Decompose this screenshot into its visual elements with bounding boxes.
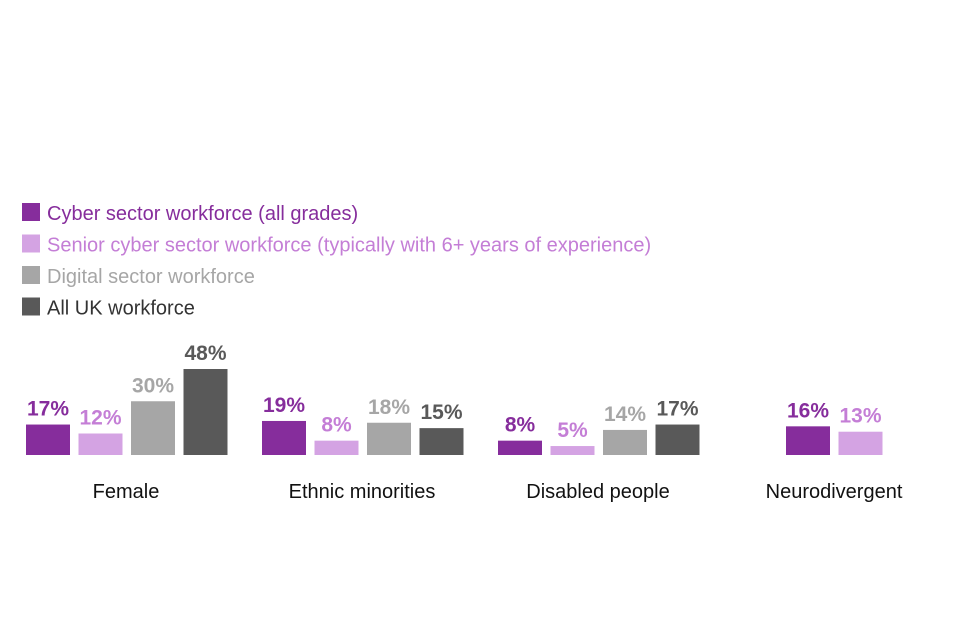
bar-female-senior-cyber-sector-workforce-typically-with-6-years-of-experience [78, 433, 123, 455]
value-label-female-senior-cyber-sector-workforce-typically-with-6-years-of-experience: 12% [79, 407, 121, 430]
bar-female-digital-sector-workforce [131, 401, 175, 455]
category-labels: Female Ethnic minorities Disabled people Ne… [93, 481, 903, 503]
bar-disabled-people-digital-sector-workforce [603, 429, 647, 455]
value-label-ethnic-minorities-cyber-sector-workforce-all-grades: 19% [263, 394, 305, 417]
bar-disabled-people-senior-cyber-sector-workforce-typically-with-6-years-of-experience [550, 446, 595, 455]
bar-neurodivergent-cyber-sector-workforce-all-grades [786, 426, 830, 455]
category-label-disabled-people: Disabled people [526, 481, 669, 503]
value-label-disabled-people-cyber-sector-workforce-all-grades: 8% [505, 414, 536, 437]
value-labels: 17% 12% 30% 48% 19% 8% 18% 15% 8% 5% 14% 17% 16% 13% [27, 342, 882, 442]
value-label-disabled-people-senior-cyber-sector-workforce-typically-with-6-years-of-experience: 5% [557, 419, 588, 442]
value-label-female-cyber-sector-workforce-all-grades: 17% [27, 398, 69, 421]
legend-label-cyber-sector-workforce-all-grades: Cyber sector workforce (all grades) [47, 203, 358, 225]
bar-ethnic-minorities-senior-cyber-sector-workforce-typically-with-6-years-of-experience [314, 440, 359, 455]
value-label-ethnic-minorities-all-uk-workforce: 15% [420, 401, 462, 424]
legend-swatch-digital-sector-workforce [22, 266, 40, 284]
bar-ethnic-minorities-cyber-sector-workforce-all-grades [262, 420, 306, 455]
legend-label-digital-sector-workforce: Digital sector workforce [47, 266, 255, 288]
value-label-female-digital-sector-workforce: 30% [132, 374, 174, 397]
value-label-disabled-people-all-uk-workforce: 17% [656, 398, 698, 421]
bar-ethnic-minorities-digital-sector-workforce [367, 422, 411, 455]
category-label-female: Female [93, 481, 160, 503]
bar-female-all-uk-workforce [183, 369, 228, 455]
legend-swatch-cyber-sector-workforce-all-grades [22, 203, 40, 221]
value-label-female-all-uk-workforce: 48% [184, 342, 226, 365]
value-label-ethnic-minorities-digital-sector-workforce: 18% [368, 396, 410, 419]
value-label-ethnic-minorities-senior-cyber-sector-workforce-typically-with-6-years-of-experience: 8% [321, 414, 352, 437]
bars [26, 369, 883, 455]
bar-female-cyber-sector-workforce-all-grades [26, 424, 70, 455]
category-label-ethnic-minorities: Ethnic minorities [289, 481, 436, 503]
value-label-disabled-people-digital-sector-workforce: 14% [604, 403, 646, 426]
legend-label-all-uk-workforce: All UK workforce [47, 298, 195, 320]
legend-swatch-senior-cyber-sector-workforce-typically-with-6-years-of-experience [22, 234, 40, 253]
legend-label-senior-cyber-sector-workforce-typically-with-6-years-of-experience: Senior cyber sector workforce (typically… [47, 235, 651, 257]
bar-ethnic-minorities-all-uk-workforce [419, 428, 464, 455]
legend-swatch-all-uk-workforce [22, 297, 40, 316]
bar-neurodivergent-senior-cyber-sector-workforce-typically-with-6-years-of-experience [838, 431, 883, 455]
bar-disabled-people-all-uk-workforce [655, 424, 700, 455]
category-label-neurodivergent: Neurodivergent [766, 481, 903, 503]
value-label-neurodivergent-cyber-sector-workforce-all-grades: 16% [787, 399, 829, 422]
bar-disabled-people-cyber-sector-workforce-all-grades [498, 440, 542, 455]
legend: Cyber sector workforce (all grades) Senio… [22, 203, 651, 320]
value-label-neurodivergent-senior-cyber-sector-workforce-typically-with-6-years-of-experience: 13% [839, 405, 881, 428]
